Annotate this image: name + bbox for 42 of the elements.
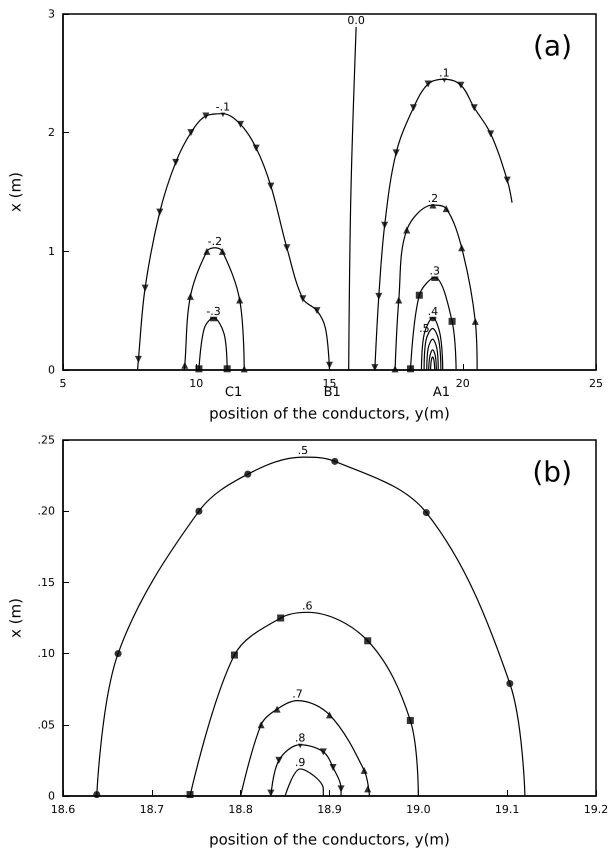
x-axis-title: position of the conductors, y(m): [209, 830, 450, 848]
series-label: .6: [302, 599, 313, 612]
y-tick-label: 0: [48, 364, 55, 376]
x-axis-title: position of the conductors, y(m): [209, 404, 450, 422]
series-label: -.2: [208, 234, 222, 248]
y-tick-label: 1: [48, 244, 55, 258]
x-tick-label: 5: [60, 377, 66, 390]
x-tick-label: 10: [189, 377, 204, 390]
y-tick-label: 0: [48, 790, 55, 802]
annotation: (b): [532, 456, 572, 488]
y-tick-label: 2: [48, 126, 55, 140]
y-tick-label: .05: [38, 718, 55, 732]
y-tick-label: .15: [38, 576, 55, 589]
x-tick-label: 18.8: [228, 803, 253, 816]
x-tick-label: 18.6: [50, 803, 76, 816]
x-tick-label: 20: [456, 377, 470, 390]
series-label: .8: [294, 732, 306, 745]
y-tick-label: .25: [38, 434, 55, 446]
series-label: 0.0: [347, 14, 365, 28]
series-label: .7: [292, 688, 303, 701]
series-label: .2: [428, 192, 438, 206]
y-axis-title: x (m): [6, 598, 24, 638]
series-label: .9: [294, 756, 306, 769]
annotation: A1: [432, 385, 450, 400]
annotation: (a): [532, 30, 572, 62]
series-label: -.3: [206, 304, 221, 318]
series-label: .5: [298, 444, 308, 458]
x-tick-label: 18.9: [317, 803, 342, 816]
series-label: .3: [430, 264, 440, 278]
y-axis-title: x (m): [6, 172, 24, 212]
x-tick-label: 19.1: [494, 803, 520, 816]
y-tick-label: .10: [38, 647, 55, 660]
x-tick-label: 19.0: [406, 803, 431, 816]
x-tick-label: 18.7: [140, 803, 164, 816]
y-tick-label: 3: [48, 8, 55, 20]
series-label: -.1: [216, 100, 230, 114]
annotation: C1: [224, 385, 242, 400]
series-label: .4: [428, 304, 438, 318]
x-tick-label: 19.2: [584, 803, 608, 816]
series-label: .1: [439, 66, 450, 80]
y-tick-label: .20: [38, 504, 55, 518]
x-tick-label: 25: [589, 377, 603, 390]
